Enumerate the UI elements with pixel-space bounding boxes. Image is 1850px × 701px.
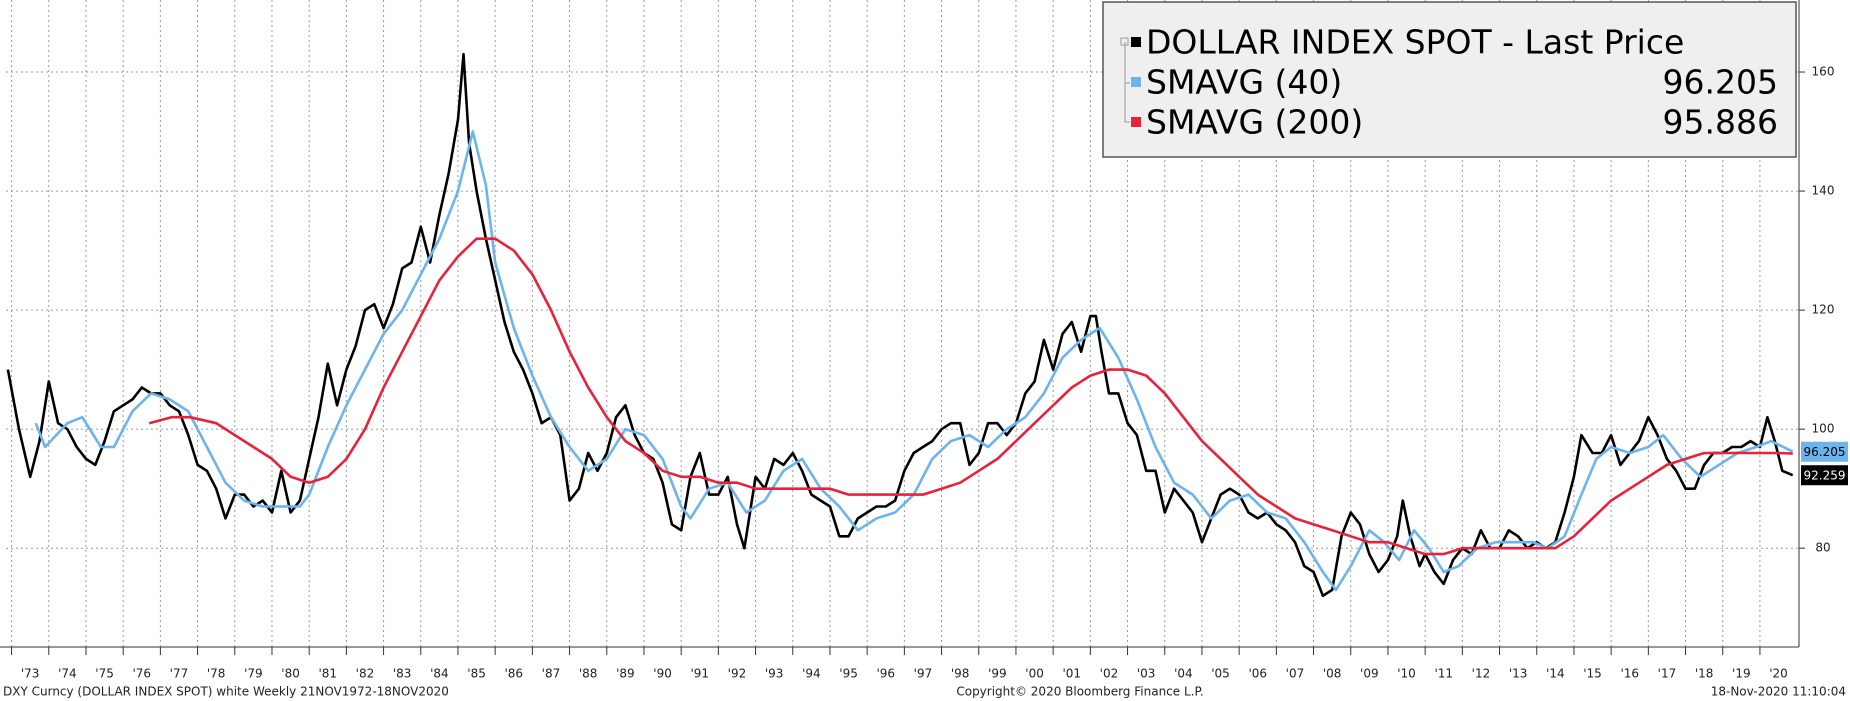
legend-swatch (1131, 117, 1141, 127)
x-tick-label: '96 (876, 667, 895, 681)
x-tick-label: '14 (1546, 667, 1565, 681)
x-tick-label: '03 (1137, 667, 1156, 681)
x-tick-label: '00 (1025, 667, 1044, 681)
x-tick-label: '04 (1174, 667, 1193, 681)
x-tick-label: '87 (542, 667, 561, 681)
x-tick-label: '78 (207, 667, 226, 681)
x-tick-label: '81 (318, 667, 337, 681)
footer-right: 18-Nov-2020 11:10:04 (1711, 685, 1846, 699)
x-tick-label: '76 (132, 667, 151, 681)
x-tick-label: '90 (653, 667, 672, 681)
footer-center: Copyright© 2020 Bloomberg Finance L.P. (956, 685, 1203, 699)
x-tick-label: '11 (1434, 667, 1453, 681)
x-tick-label: '08 (1323, 667, 1342, 681)
series-line (34, 130, 1794, 592)
x-tick-label: '99 (988, 667, 1007, 681)
x-tick-label: '85 (467, 667, 486, 681)
legend-swatch (1131, 37, 1141, 47)
x-tick-label: '07 (1286, 667, 1305, 681)
x-tick-label: '74 (58, 667, 77, 681)
x-tick-label: '09 (1360, 667, 1379, 681)
legend-label: SMAVG (40) (1146, 63, 1342, 102)
x-tick-label: '15 (1583, 667, 1602, 681)
end-label: 92.259 (1804, 469, 1846, 483)
x-tick-label: '20 (1769, 667, 1788, 681)
y-tick-label: 80 (1815, 541, 1830, 555)
x-tick-label: '01 (1062, 667, 1081, 681)
x-tick-label: '95 (839, 667, 858, 681)
x-tick-label: '10 (1397, 667, 1416, 681)
footer-left: DXY Curncy (DOLLAR INDEX SPOT) white Wee… (3, 685, 449, 699)
x-tick-label: '80 (281, 667, 300, 681)
x-tick-label: '12 (1472, 667, 1491, 681)
y-tick-label: 100 (1812, 422, 1835, 436)
legend-swatch (1131, 77, 1141, 87)
legend-tree-node (1120, 37, 1129, 46)
x-tick-label: '88 (579, 667, 598, 681)
y-tick-label: 120 (1812, 303, 1835, 317)
x-tick-label: '75 (95, 667, 114, 681)
x-tick-label: '97 (914, 667, 933, 681)
x-tick-label: '17 (1658, 667, 1677, 681)
x-tick-label: '06 (1248, 667, 1267, 681)
end-label: 96.205 (1804, 445, 1846, 459)
x-tick-label: '83 (393, 667, 412, 681)
x-tick-label: '79 (244, 667, 263, 681)
x-tick-label: '18 (1695, 667, 1714, 681)
legend-tree (1124, 42, 1130, 123)
x-tick-label: '19 (1732, 667, 1751, 681)
x-tick-label: '94 (802, 667, 821, 681)
legend-value: 96.205 (1663, 63, 1778, 102)
x-tick-label: '93 (765, 667, 784, 681)
legend-box (1102, 1, 1797, 158)
x-tick-label: '13 (1509, 667, 1528, 681)
legend-label: SMAVG (200) (1146, 103, 1363, 142)
end-label-box (1801, 465, 1848, 486)
legend-value: 95.886 (1663, 103, 1778, 142)
x-tick-label: '77 (170, 667, 189, 681)
y-tick-label: 160 (1812, 65, 1835, 79)
x-tick-label: '02 (1100, 667, 1119, 681)
x-tick-label: '92 (728, 667, 747, 681)
x-tick-label: '91 (690, 667, 709, 681)
x-tick-label: '89 (616, 667, 635, 681)
x-tick-label: '82 (356, 667, 375, 681)
x-tick-label: '98 (951, 667, 970, 681)
end-label-box (1801, 441, 1848, 462)
series-line (148, 237, 1793, 556)
legend-label: DOLLAR INDEX SPOT - Last Price (1146, 23, 1684, 62)
x-tick-label: '05 (1211, 667, 1230, 681)
x-tick-label: '16 (1620, 667, 1639, 681)
x-tick-label: '73 (21, 667, 40, 681)
x-tick-label: '86 (504, 667, 523, 681)
y-tick-label: 140 (1812, 184, 1835, 198)
x-tick-label: '84 (430, 667, 449, 681)
